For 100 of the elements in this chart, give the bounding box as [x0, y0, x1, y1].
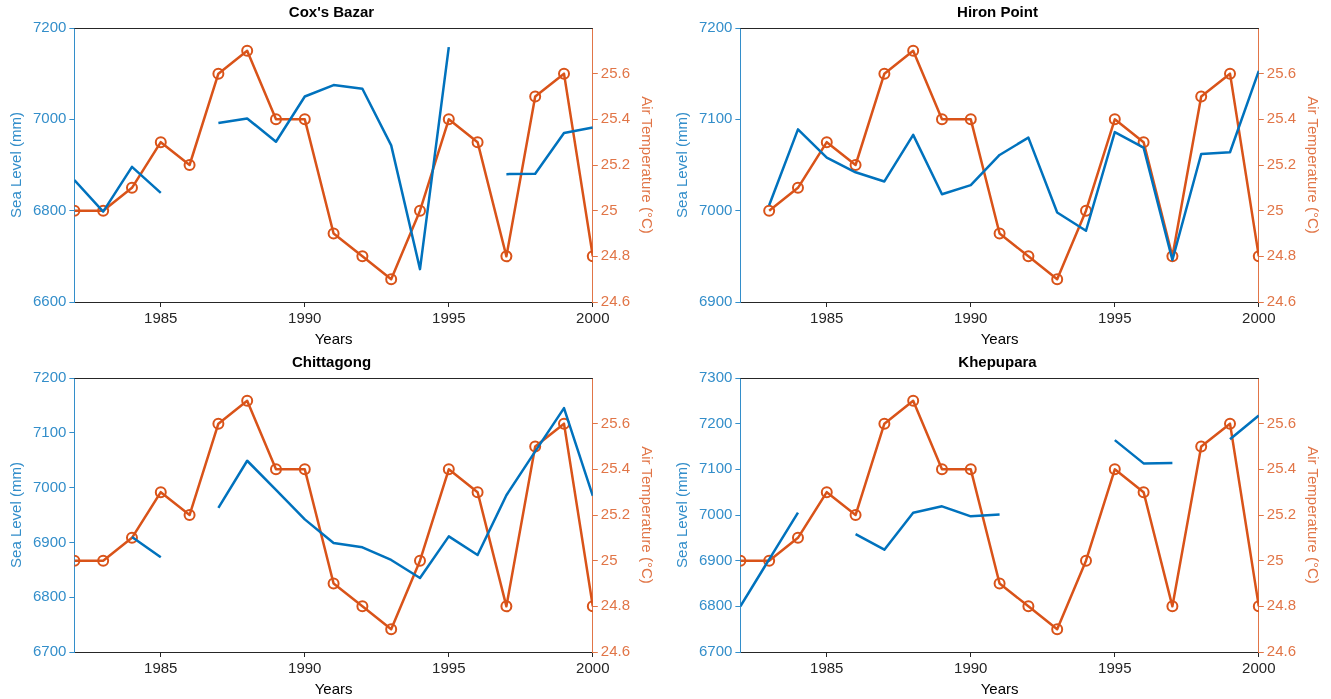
y2-tick-label: 25	[1266, 550, 1284, 568]
point	[791, 531, 804, 544]
point	[298, 463, 311, 476]
point	[298, 113, 311, 126]
x-tick-label: 2000	[576, 659, 610, 677]
point	[212, 67, 225, 80]
point	[849, 509, 862, 521]
y-tick-label: 7000	[32, 477, 67, 495]
point	[558, 67, 570, 80]
point	[907, 44, 920, 57]
point	[964, 113, 977, 126]
y2-tick-label: 25.4	[1266, 109, 1297, 127]
point	[1224, 67, 1236, 80]
y2-tick-label: 25.6	[1266, 63, 1297, 81]
y2-tick-label: 25	[600, 200, 618, 218]
point	[97, 554, 110, 567]
y-tick-label: 7100	[32, 422, 67, 440]
point	[183, 159, 196, 171]
point	[385, 273, 398, 286]
point	[269, 113, 282, 126]
y-tick-label: 7100	[698, 109, 733, 127]
y-tick-label: 6900	[698, 292, 733, 310]
point	[820, 136, 833, 149]
point	[1166, 250, 1179, 263]
y-tick-label: 7200	[32, 368, 67, 386]
x-tick-label: 1995	[1098, 309, 1132, 327]
y-tick-label: 7000	[32, 109, 67, 127]
point	[442, 113, 455, 126]
point	[269, 463, 282, 476]
y-tick-label: 6900	[698, 550, 733, 568]
point	[964, 463, 977, 476]
y2-tick-label: 25.2	[600, 505, 631, 523]
x-tick-label: 2000	[1242, 659, 1276, 677]
point	[935, 463, 948, 476]
point	[1108, 463, 1121, 476]
chart-title: Cox's Bazar	[288, 3, 375, 21]
point	[763, 204, 776, 217]
y-tick-label: 6800	[32, 587, 67, 605]
point	[1137, 136, 1150, 149]
y-tick-label: 7100	[698, 459, 733, 477]
point	[385, 623, 398, 636]
point	[1137, 486, 1150, 499]
x-tick-label: 2000	[576, 309, 610, 327]
y2-tick-label: 25	[600, 550, 618, 568]
point	[993, 227, 1006, 240]
point	[212, 417, 225, 430]
x-tick-label: 1985	[144, 309, 178, 327]
x-tick-label: 1985	[810, 309, 844, 327]
chart-title: Chittagong	[291, 353, 372, 371]
y2-tick-label: 24.8	[1266, 246, 1297, 264]
y2-tick-label: 24.8	[600, 246, 631, 264]
point	[935, 113, 948, 126]
point	[183, 509, 196, 521]
y2-tick-label: 25.2	[600, 155, 631, 173]
y2-tick-label: 25.6	[600, 413, 631, 431]
point	[993, 577, 1006, 590]
y-tick-label: 7000	[698, 505, 733, 523]
point	[125, 531, 138, 544]
point	[413, 204, 426, 217]
x-tick-label: 1985	[144, 659, 178, 677]
x-tick-label: 1995	[432, 659, 466, 677]
point	[500, 600, 513, 613]
y2-tick-label: 24.8	[600, 596, 631, 614]
point	[1022, 600, 1035, 613]
y-axis-title: Sea Level (mm)	[673, 462, 691, 568]
y-axis-title: Sea Level (mm)	[7, 462, 25, 568]
point	[442, 463, 455, 476]
x-axis-title: Years	[314, 330, 353, 348]
x-tick-label: 1990	[288, 309, 322, 327]
y2-axis-title: Air Temperature (°C)	[1304, 446, 1322, 584]
x-tick-label: 1990	[954, 659, 988, 677]
y-axis-title: Sea Level (mm)	[7, 112, 25, 218]
point	[849, 159, 862, 171]
point	[820, 486, 833, 499]
y2-tick-label: 25.6	[1266, 413, 1297, 431]
y2-tick-label: 25.6	[600, 63, 631, 81]
y2-tick-label: 25	[1266, 200, 1284, 218]
y-axis-title: Sea Level (mm)	[673, 112, 691, 218]
y-tick-label: 7200	[32, 18, 67, 36]
point	[413, 554, 426, 567]
y2-tick-label: 25.4	[600, 109, 631, 127]
y2-tick-label: 25.4	[1266, 459, 1297, 477]
y2-tick-label: 24.8	[1266, 596, 1297, 614]
point	[327, 227, 340, 240]
point	[1022, 250, 1035, 263]
y-tick-label: 6600	[32, 292, 67, 310]
point	[878, 67, 891, 80]
y2-axis-title: Air Temperature (°C)	[638, 96, 656, 234]
y2-tick-label: 24.6	[1266, 292, 1297, 310]
y-tick-label: 6900	[32, 532, 67, 550]
point	[471, 136, 484, 149]
y-tick-label: 7300	[698, 368, 733, 386]
x-tick-label: 1985	[810, 659, 844, 677]
point	[529, 440, 542, 453]
point	[471, 486, 484, 499]
point	[878, 417, 891, 430]
y2-axis-title: Air Temperature (°C)	[1304, 96, 1322, 234]
y2-axis-title: Air Temperature (°C)	[638, 446, 656, 584]
y2-tick-label: 25.4	[600, 459, 631, 477]
x-axis-title: Years	[980, 330, 1019, 348]
